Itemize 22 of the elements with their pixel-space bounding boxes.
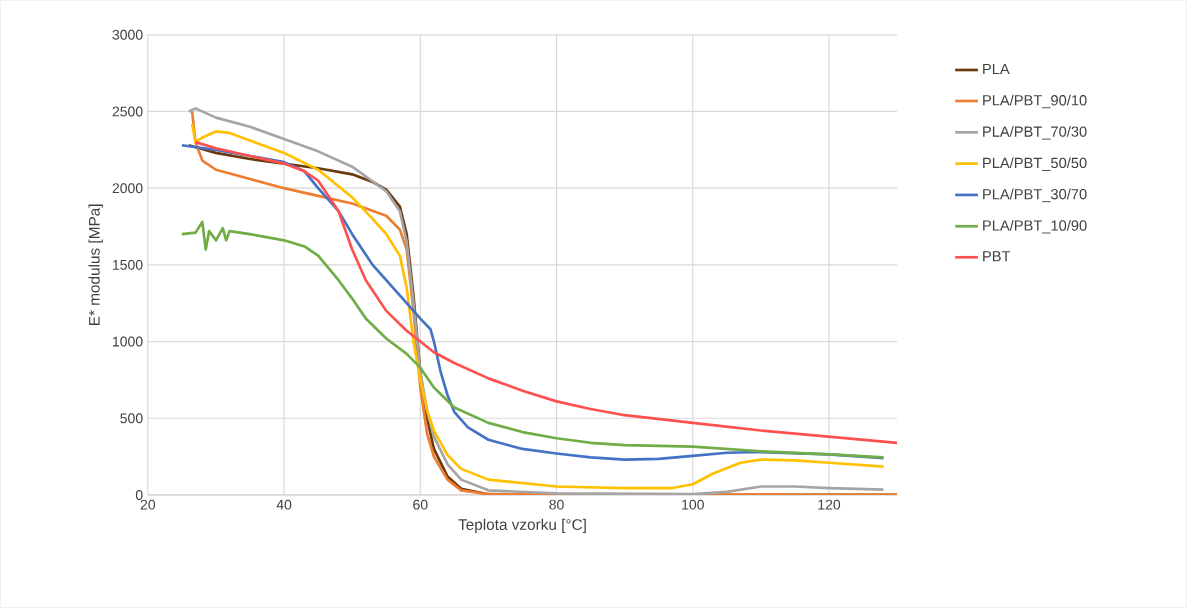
legend-label: PBT [983,251,1011,262]
x-tick-label: 100 [682,499,704,510]
legend-label: PLA/PBT_30/70 [983,188,1087,203]
y-tick-label: 1500 [113,260,143,270]
x-axis-title: Teplota vzorku [°C] [458,518,586,534]
y-tick-label: 2500 [112,106,143,117]
y-tick-label: 1000 [113,336,143,347]
legend-label: PLA [983,64,1010,75]
y-axis-title: E* modulus [MPa] [88,204,103,326]
legend-label: PLA/PBT_70/30 [983,126,1087,140]
x-tick-label: 60 [413,499,428,510]
x-tick-label: 80 [549,499,564,510]
y-tick-label: 2000 [112,183,143,194]
x-tick-label: 20 [140,499,156,510]
y-tick-label: 0 [135,490,143,501]
y-tick-label: 3000 [112,29,143,40]
legend-label: PLA/PBT_90/10 [983,94,1087,109]
y-tick-label: 500 [120,413,143,424]
x-tick-label: 40 [276,499,292,510]
x-tick-label: 120 [818,499,841,510]
legend-label: PLA/PBT_50/50 [983,157,1087,171]
legend-label: PLA/PBT_10/90 [983,220,1087,234]
